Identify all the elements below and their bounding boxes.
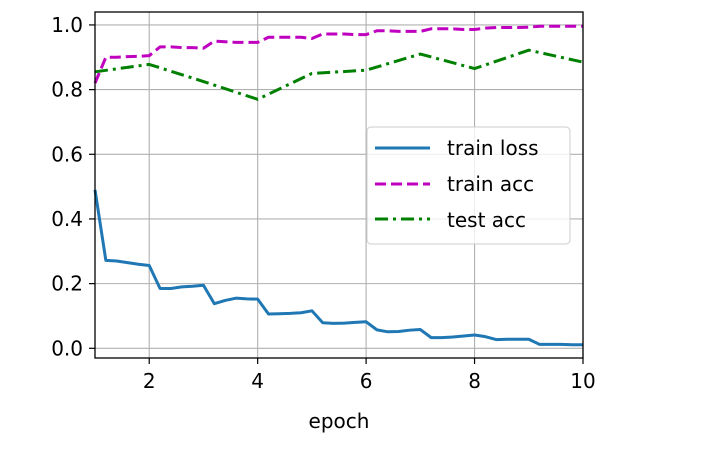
legend: train loss train acc test acc bbox=[366, 126, 571, 245]
y-tick-label: 0.8 bbox=[51, 78, 83, 102]
series-lines bbox=[93, 24, 584, 347]
x-tick-label: 6 bbox=[360, 369, 373, 393]
series-line-test-acc bbox=[94, 48, 584, 101]
plot-frame bbox=[94, 11, 584, 359]
y-tick-label: 1.0 bbox=[51, 13, 83, 37]
series-line-train-loss bbox=[93, 189, 583, 347]
legend-label-test-acc: test acc bbox=[447, 208, 526, 232]
y-tick-label: 0.6 bbox=[51, 142, 83, 166]
x-axis-label: epoch bbox=[309, 409, 370, 433]
y-tick-label: 0.2 bbox=[51, 272, 83, 296]
x-tick-label: 10 bbox=[570, 369, 595, 393]
x-tick-label: 8 bbox=[468, 369, 481, 393]
legend-label-train-loss: train loss bbox=[447, 136, 539, 160]
y-tick-label: 0.4 bbox=[51, 207, 83, 231]
legend-label-train-acc: train acc bbox=[447, 172, 534, 196]
legend-box bbox=[366, 126, 571, 245]
axis-ticks: 2 4 6 8 10 0.0 0.2 0.4 0.6 0.8 1.0 bbox=[51, 13, 596, 393]
series-line-train-acc bbox=[93, 24, 583, 84]
y-tick-label: 0.0 bbox=[51, 336, 83, 360]
x-tick-label: 4 bbox=[251, 369, 264, 393]
x-tick-label: 2 bbox=[143, 369, 156, 393]
